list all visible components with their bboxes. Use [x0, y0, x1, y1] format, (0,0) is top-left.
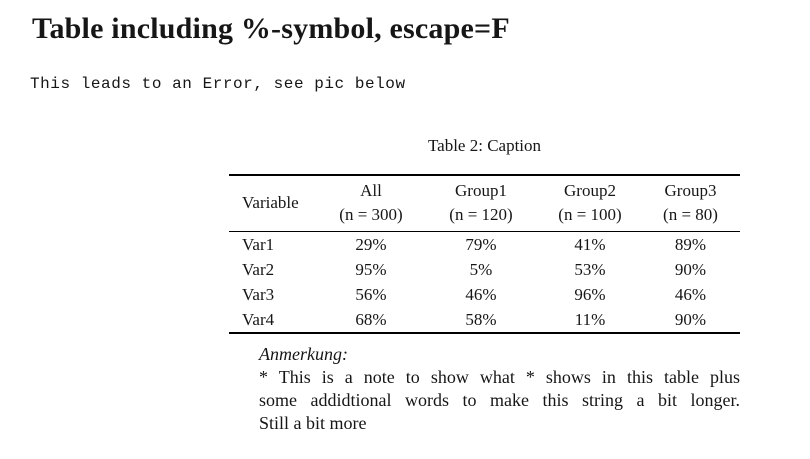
cell-value: 79%	[465, 235, 497, 254]
note-line: * This is a note to show what * shows in…	[259, 367, 740, 387]
cell-value: 90%	[674, 260, 707, 279]
cell-value: 11%	[574, 310, 606, 329]
table-row: Var1 29% 79% 41% 89%	[229, 232, 740, 258]
row-variable: Var1	[242, 235, 275, 254]
table-container: Table 2: Caption Variable All (n = 300)	[229, 136, 740, 435]
table-row: Var3 56% 46% 96% 46%	[229, 282, 740, 307]
table-caption: Table 2: Caption	[427, 136, 542, 155]
note-line: some addidtional words to make this stri…	[259, 390, 740, 410]
cell-value: 53%	[574, 260, 606, 279]
header-label: Group1	[455, 181, 507, 200]
row-variable: Var4	[242, 310, 275, 329]
cell-value: 46%	[674, 285, 707, 304]
cell-value: 5%	[469, 260, 493, 279]
cell-value: 89%	[674, 235, 707, 254]
header-label: Group3	[664, 181, 717, 200]
header-cell-all: All (n = 300)	[319, 175, 423, 232]
row-variable: Var3	[242, 285, 275, 304]
header-sublabel: (n = 120)	[449, 205, 513, 224]
data-table: Variable All (n = 300) Group1 (n = 120) …	[229, 174, 740, 334]
subtitle-mono-text: This leads to an Error, see pic below	[30, 75, 406, 93]
header-cell-group2: Group2 (n = 100)	[539, 175, 641, 232]
cell-value: 96%	[574, 285, 606, 304]
row-variable: Var2	[242, 260, 275, 279]
table-note: Anmerkung: * This is a note to show what…	[259, 343, 740, 435]
header-cell-group3: Group3 (n = 80)	[641, 175, 740, 232]
cell-value: 58%	[465, 310, 497, 329]
header-cell-variable: Variable	[229, 175, 319, 232]
header-label: Variable	[242, 193, 299, 212]
cell-value: 90%	[674, 310, 707, 329]
cell-value: 95%	[355, 260, 387, 279]
cell-value: 46%	[465, 285, 497, 304]
table-row: Var2 95% 5% 53% 90%	[229, 257, 740, 282]
header-label: All	[360, 181, 382, 200]
header-row: Variable All (n = 300) Group1 (n = 120) …	[229, 175, 740, 232]
note-line: Still a bit more	[259, 413, 367, 433]
header-cell-group1: Group1 (n = 120)	[423, 175, 539, 232]
header-sublabel: (n = 100)	[558, 205, 622, 224]
table-body: Var1 29% 79% 41% 89% Var2 95% 5% 53% 90%…	[229, 232, 740, 334]
cell-value: 29%	[355, 235, 387, 254]
cell-value: 68%	[355, 310, 387, 329]
note-label: Anmerkung:	[259, 344, 348, 364]
cell-value: 41%	[574, 235, 606, 254]
header-sublabel: (n = 300)	[339, 205, 403, 224]
header-sublabel: (n = 80)	[663, 205, 718, 224]
table-header: Variable All (n = 300) Group1 (n = 120) …	[229, 175, 740, 232]
page-title: Table including %-symbol, escape=F	[32, 12, 510, 45]
cell-value: 56%	[355, 285, 387, 304]
table-row: Var4 68% 58% 11% 90%	[229, 307, 740, 333]
header-label: Group2	[564, 181, 616, 200]
